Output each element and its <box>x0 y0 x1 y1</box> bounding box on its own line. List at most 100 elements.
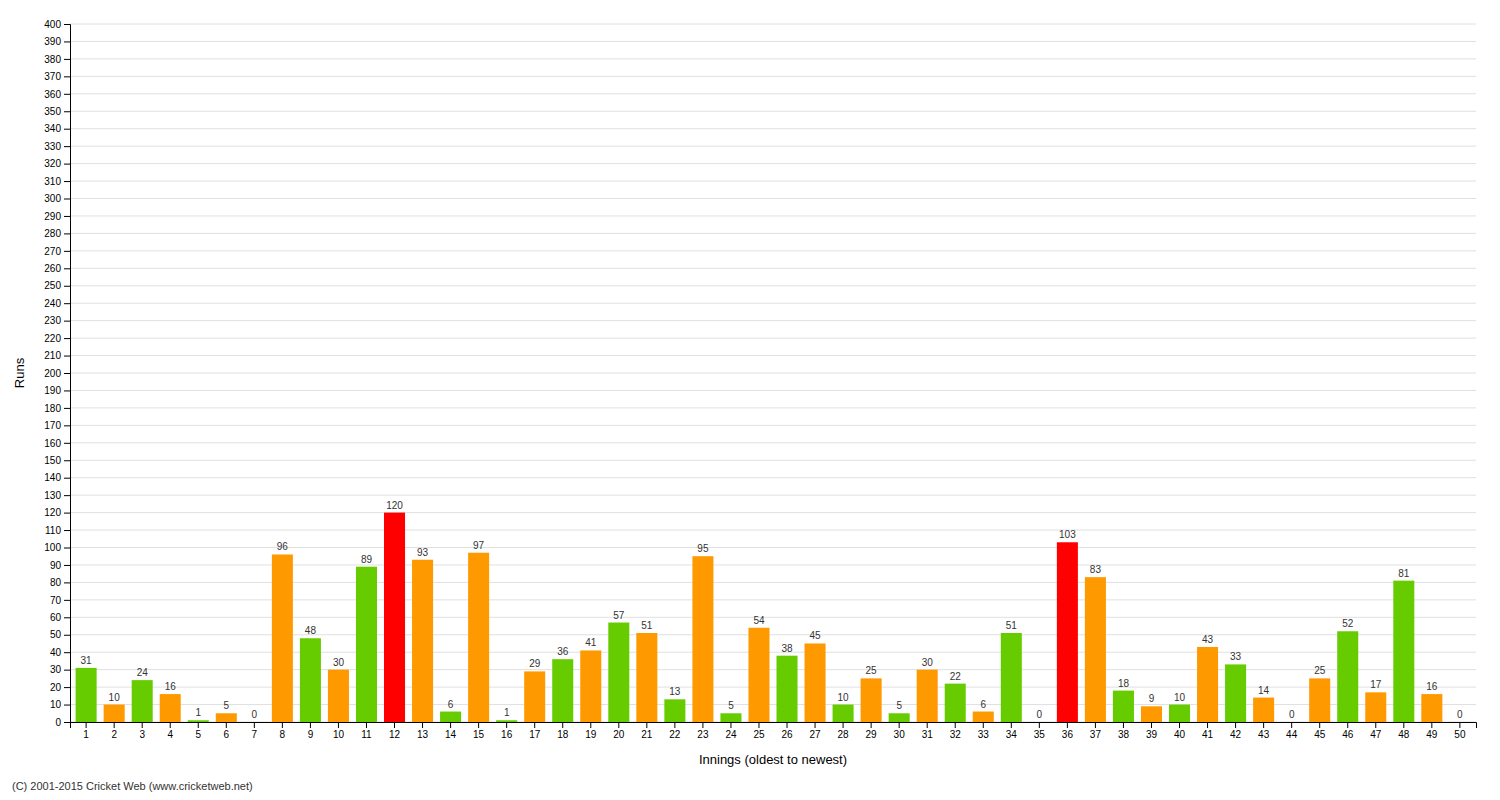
x-tick-mark <box>254 722 255 728</box>
x-tick: 4 <box>167 722 173 740</box>
bar <box>636 633 657 722</box>
bar <box>104 705 125 722</box>
y-tick: 10 <box>50 699 70 710</box>
x-tick: 23 <box>697 722 709 740</box>
x-tick-label: 10 <box>333 729 345 740</box>
x-tick-mark <box>1291 722 1292 728</box>
x-tick-mark <box>86 722 87 728</box>
x-tick-label: 19 <box>585 729 597 740</box>
bar <box>1337 631 1358 722</box>
x-tick: 20 <box>613 722 625 740</box>
x-axis-title: Innings (oldest to newest) <box>699 752 847 767</box>
x-tick-mark <box>1263 722 1264 728</box>
x-axis-line <box>71 723 1477 729</box>
y-tick: 80 <box>50 577 70 588</box>
grid-line <box>70 373 1476 374</box>
grid-line <box>70 250 1476 251</box>
y-tick: 210 <box>44 350 70 361</box>
y-tick: 220 <box>44 333 70 344</box>
x-tick: 19 <box>585 722 597 740</box>
x-tick-mark <box>366 722 367 728</box>
y-tick-mark <box>64 617 70 618</box>
x-tick-mark <box>730 722 731 728</box>
x-tick: 13 <box>417 722 429 740</box>
data-label: 52 <box>1342 618 1354 629</box>
chart: 3110241615096483089120936971293641575113… <box>0 0 1500 800</box>
x-tick-mark <box>142 722 143 728</box>
x-tick: 5 <box>195 722 201 740</box>
data-label: 48 <box>305 625 317 636</box>
x-tick-label: 8 <box>280 729 286 740</box>
bar <box>300 638 321 722</box>
grid-line <box>70 215 1476 216</box>
data-label: 30 <box>922 657 934 668</box>
x-tick-label: 16 <box>501 729 513 740</box>
y-tick-mark <box>64 425 70 426</box>
x-tick: 7 <box>252 722 258 740</box>
x-tick: 26 <box>781 722 793 740</box>
x-tick-label: 32 <box>950 729 962 740</box>
y-tick-mark <box>64 705 70 706</box>
y-tick-label: 30 <box>50 664 62 675</box>
x-tick-mark <box>562 722 563 728</box>
bar <box>1169 705 1190 722</box>
bar <box>1113 691 1134 722</box>
bar <box>356 567 377 722</box>
y-tick: 240 <box>44 298 70 309</box>
y-tick: 230 <box>44 315 70 326</box>
x-tick-mark <box>1067 722 1068 728</box>
y-tick-label: 380 <box>44 54 61 65</box>
x-tick: 27 <box>809 722 821 740</box>
y-tick: 0 <box>55 717 70 728</box>
y-tick: 140 <box>44 472 70 483</box>
x-tick-label: 43 <box>1258 729 1270 740</box>
x-tick-label: 15 <box>473 729 485 740</box>
grid-line <box>70 76 1476 77</box>
y-tick-label: 210 <box>44 350 61 361</box>
x-tick: 47 <box>1370 722 1382 740</box>
y-tick-label: 200 <box>44 368 61 379</box>
grid-line <box>70 58 1476 59</box>
y-tick-mark <box>64 146 70 147</box>
y-tick-label: 330 <box>44 141 61 152</box>
y-tick-mark <box>64 582 70 583</box>
y-tick: 70 <box>50 595 70 606</box>
x-tick: 6 <box>224 722 230 740</box>
data-label: 16 <box>1426 681 1438 692</box>
y-tick: 320 <box>44 158 70 169</box>
x-tick-label: 39 <box>1146 729 1158 740</box>
data-label: 97 <box>473 540 485 551</box>
data-label: 45 <box>809 630 821 641</box>
data-label: 93 <box>417 547 429 558</box>
y-tick-label: 320 <box>44 158 61 169</box>
bar <box>1225 664 1246 722</box>
data-label: 1 <box>195 707 201 718</box>
x-tick-mark <box>338 722 339 728</box>
y-tick: 30 <box>50 664 70 675</box>
x-tick: 37 <box>1090 722 1102 740</box>
bar <box>272 554 293 722</box>
x-tick-label: 38 <box>1118 729 1130 740</box>
data-label: 10 <box>838 692 850 703</box>
y-tick-label: 70 <box>50 595 62 606</box>
y-tick: 360 <box>44 89 70 100</box>
y-tick: 40 <box>50 647 70 658</box>
grid-line <box>70 442 1476 443</box>
y-tick-label: 190 <box>44 385 61 396</box>
x-tick-label: 45 <box>1314 729 1326 740</box>
x-tick-mark <box>955 722 956 728</box>
bar <box>833 705 854 722</box>
data-label: 1 <box>504 707 510 718</box>
bar <box>1057 542 1078 722</box>
y-tick-label: 90 <box>50 560 62 571</box>
y-tick: 260 <box>44 263 70 274</box>
grid-line <box>70 320 1476 321</box>
x-tick-label: 29 <box>866 729 878 740</box>
y-tick-label: 0 <box>55 717 61 728</box>
x-tick-mark <box>787 722 788 728</box>
x-tick-label: 31 <box>922 729 934 740</box>
y-tick: 250 <box>44 280 70 291</box>
data-label: 83 <box>1090 564 1102 575</box>
bar <box>384 513 405 722</box>
data-label: 24 <box>137 667 149 678</box>
